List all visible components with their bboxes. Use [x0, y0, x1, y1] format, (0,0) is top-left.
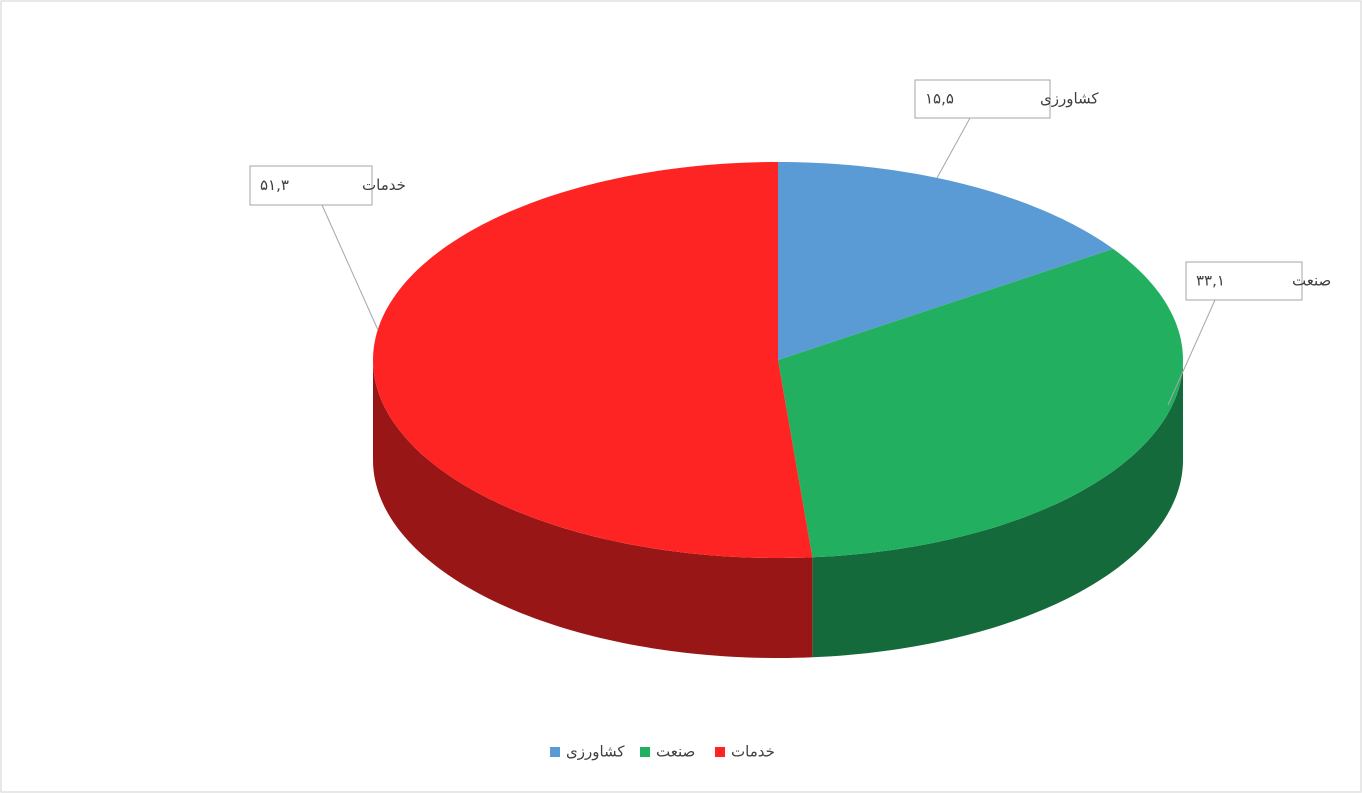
leader-line: [321, 204, 379, 331]
leader-line: [1167, 299, 1216, 406]
data-label-name: خدمات: [362, 176, 406, 194]
legend-swatch: [640, 747, 650, 757]
pie-slice: [778, 162, 1114, 360]
data-label-box: [1185, 261, 1303, 301]
pie-slice: [778, 248, 1183, 558]
data-label-box: [249, 165, 373, 206]
legend-label: صنعت: [656, 743, 695, 761]
data-label-name: کشاورزی: [1040, 90, 1099, 108]
pie-side: [812, 360, 1183, 658]
leader-line: [936, 117, 971, 179]
data-label-value: ۳۳,۱: [1196, 272, 1225, 290]
legend-label: خدمات: [731, 743, 775, 761]
pie-side: [373, 360, 813, 658]
legend-swatch: [715, 747, 725, 757]
data-label-name: صنعت: [1292, 272, 1331, 290]
legend-label: کشاورزی: [566, 743, 625, 761]
data-label-value: ۱۵,۵: [925, 90, 954, 108]
data-label-value: ۵۱,۳: [260, 176, 289, 194]
data-label-box: [914, 79, 1051, 119]
pie-slice: [373, 162, 813, 558]
legend-swatch: [550, 747, 560, 757]
